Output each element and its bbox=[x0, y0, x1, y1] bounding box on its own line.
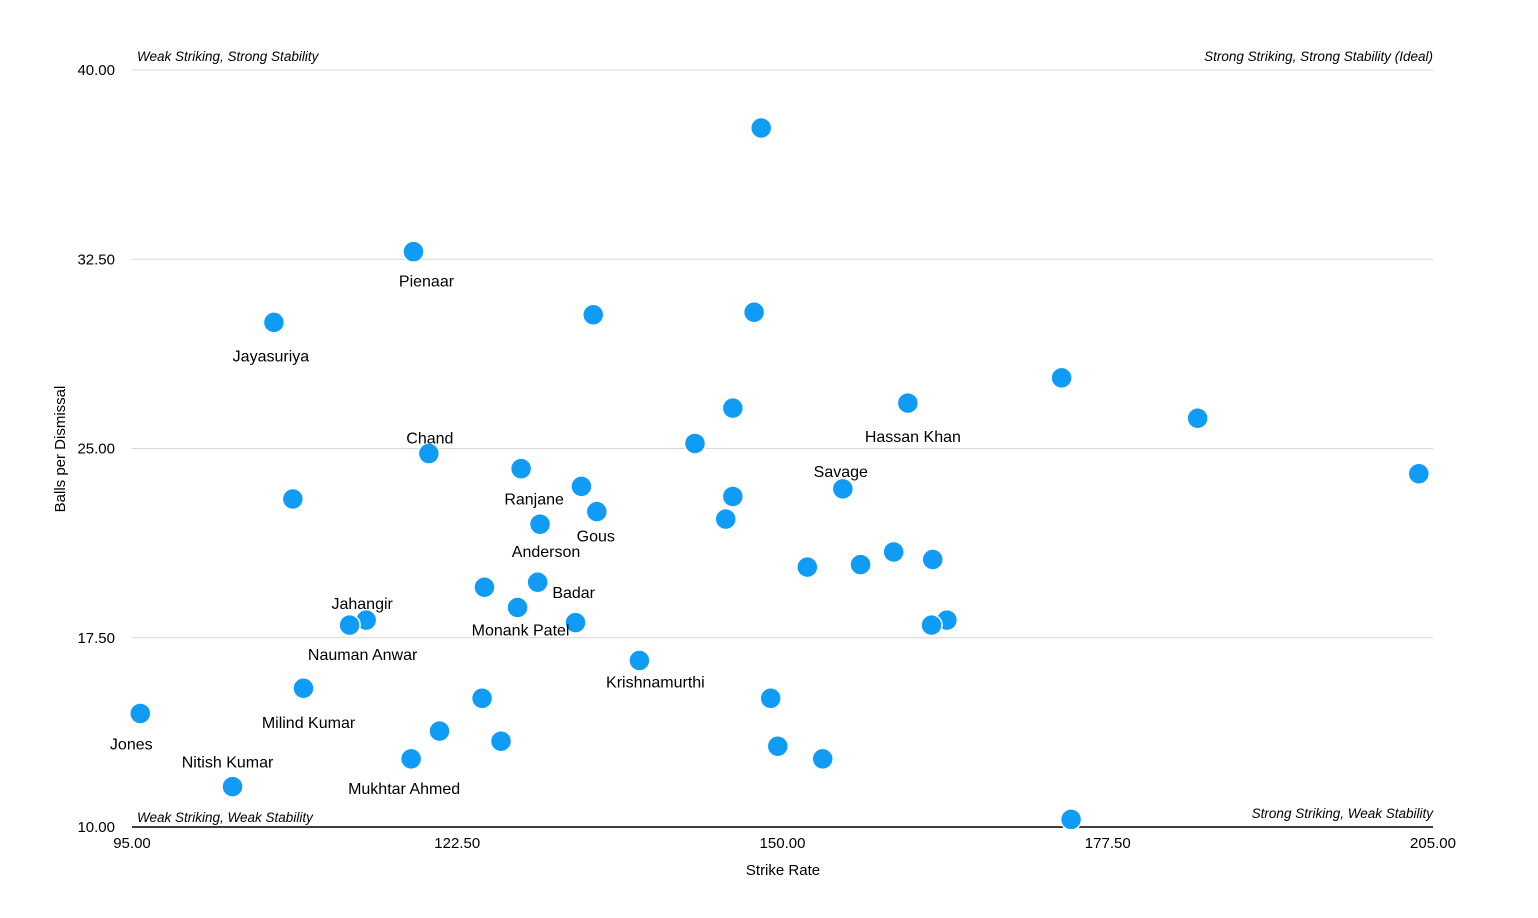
data-point bbox=[683, 432, 707, 455]
data-point bbox=[399, 747, 423, 771]
data-point bbox=[882, 540, 905, 564]
x-tick-label: 177.50 bbox=[1085, 835, 1131, 852]
data-label: Savage bbox=[814, 464, 868, 481]
data-label: Nauman Anwar bbox=[308, 647, 418, 664]
data-label: Milind Kumar bbox=[262, 715, 356, 732]
data-point bbox=[811, 747, 834, 771]
data-point bbox=[262, 311, 286, 334]
data-point bbox=[831, 477, 855, 501]
data-label: Pienaar bbox=[399, 274, 455, 291]
data-label: Badar bbox=[552, 585, 595, 602]
data-label: Gous bbox=[577, 529, 615, 546]
y-tick-label: 10.00 bbox=[77, 819, 115, 836]
data-point bbox=[417, 442, 441, 465]
gridlines bbox=[132, 69, 1433, 639]
data-point bbox=[1059, 808, 1083, 831]
data-point bbox=[896, 391, 920, 415]
axes: 10.00 17.50 25.00 32.50 40.00 95.00 122.50 150.… bbox=[77, 62, 1455, 852]
data-point bbox=[292, 676, 315, 700]
x-tick-label: 150.00 bbox=[760, 835, 806, 852]
data-label: Ranjane bbox=[504, 492, 564, 509]
quadrant-top-left-label: Weak Striking, Strong Stability bbox=[137, 49, 320, 64]
data-label: Anderson bbox=[512, 544, 581, 561]
data-point bbox=[1050, 366, 1073, 390]
x-axis-title: Strike Rate bbox=[746, 862, 820, 879]
data-point bbox=[1186, 406, 1209, 430]
data-points bbox=[129, 116, 1431, 831]
x-tick-label: 95.00 bbox=[113, 835, 151, 852]
data-label: Monank Patel bbox=[472, 622, 570, 639]
data-point bbox=[526, 570, 549, 594]
quadrant-bottom-right-label: Strong Striking, Weak Stability bbox=[1252, 806, 1435, 821]
quadrant-top-right-label: Strong Striking, Strong Stability (Ideal… bbox=[1204, 49, 1433, 64]
data-point bbox=[921, 548, 944, 571]
y-tick-label: 25.00 bbox=[77, 441, 115, 458]
data-point bbox=[796, 555, 819, 579]
x-tick-label: 205.00 bbox=[1410, 835, 1456, 852]
data-point bbox=[506, 596, 529, 619]
data-point bbox=[281, 487, 305, 511]
data-point bbox=[721, 485, 745, 508]
data-point bbox=[338, 613, 361, 637]
data-point bbox=[402, 240, 425, 263]
y-tick-label: 40.00 bbox=[77, 62, 115, 79]
data-point bbox=[721, 396, 745, 420]
data-point bbox=[582, 303, 605, 327]
data-point bbox=[528, 512, 552, 536]
data-label: Chand bbox=[406, 431, 453, 448]
data-point bbox=[473, 576, 496, 599]
quadrant-bottom-left-label: Weak Striking, Weak Stability bbox=[137, 810, 314, 825]
data-label: Jahangir bbox=[331, 596, 393, 613]
y-tick-label: 32.50 bbox=[77, 251, 115, 268]
data-point bbox=[509, 457, 533, 480]
data-point bbox=[570, 475, 593, 498]
data-label: Hassan Khan bbox=[865, 429, 961, 446]
data-point bbox=[585, 500, 609, 523]
data-point bbox=[714, 507, 737, 531]
data-label: Nitish Kumar bbox=[182, 755, 274, 772]
data-label: Jayasuriya bbox=[233, 348, 310, 365]
data-point bbox=[221, 775, 244, 798]
data-point bbox=[849, 553, 872, 576]
data-label: Krishnamurthi bbox=[606, 674, 705, 691]
data-point bbox=[920, 613, 943, 637]
data-point bbox=[1407, 462, 1431, 485]
data-point bbox=[428, 719, 451, 743]
data-label: Jones bbox=[110, 736, 153, 753]
y-axis-title: Balls per Dismissal bbox=[52, 386, 69, 513]
data-point bbox=[628, 649, 651, 672]
data-point bbox=[749, 116, 773, 140]
data-point bbox=[564, 611, 587, 634]
data-labels: Pienaar Jayasuriya Hassan Khan Chand Ranjane… bbox=[110, 274, 961, 798]
data-label: Mukhtar Ahmed bbox=[348, 781, 460, 798]
data-point bbox=[742, 300, 766, 324]
data-point bbox=[129, 702, 152, 725]
x-tick-label: 122.50 bbox=[434, 835, 480, 852]
y-tick-label: 17.50 bbox=[77, 630, 115, 647]
data-point bbox=[470, 687, 494, 710]
data-point bbox=[489, 729, 513, 753]
data-point bbox=[766, 735, 790, 758]
data-point bbox=[759, 687, 782, 710]
